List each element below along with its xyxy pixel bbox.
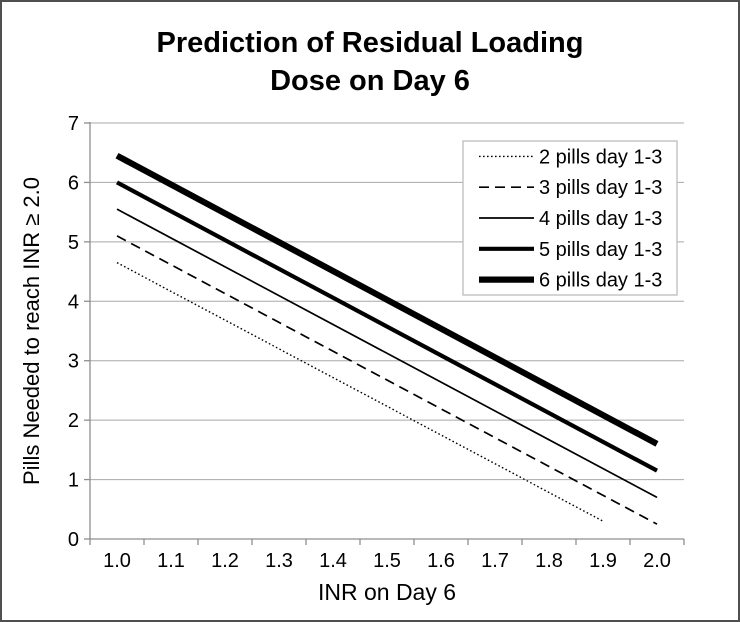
chart-title: Prediction of Residual Loading Dose on D…: [156, 27, 584, 97]
y-axis-title: Pills Needed to reach INR ≥ 2.0: [19, 177, 44, 485]
series-line-5-pills: [116, 180, 658, 473]
x-tick-label: 1.9: [589, 550, 617, 572]
x-tick-label: 2.0: [643, 550, 671, 572]
y-tick-label: 1: [68, 470, 79, 492]
y-tick-label: 7: [68, 113, 79, 135]
legend-label: 5 pills day 1-3: [539, 239, 662, 261]
series-line-3-pills: [116, 235, 658, 525]
legend-label: 3 pills day 1-3: [539, 177, 662, 199]
y-tick-label: 2: [68, 410, 79, 432]
y-tick-label: 4: [68, 291, 79, 313]
x-tick-label: 1.5: [373, 550, 401, 572]
y-tick-label: 6: [68, 172, 79, 194]
legend-label: 2 pills day 1-3: [539, 146, 662, 168]
legend-label: 4 pills day 1-3: [539, 208, 662, 230]
x-axis-title: INR on Day 6: [317, 579, 457, 605]
x-tick-label: 1.1: [157, 550, 185, 572]
x-tick-label: 1.6: [427, 550, 455, 572]
y-tick-label: 0: [68, 529, 79, 551]
x-tick-label: 1.0: [103, 550, 131, 572]
x-tick-label: 1.2: [211, 550, 239, 572]
legend-label: 6 pills day 1-3: [539, 270, 662, 292]
series-line-6-pills: [115, 152, 659, 447]
x-tick-label: 1.7: [481, 550, 509, 572]
x-tick-label: 1.3: [265, 550, 293, 572]
y-tick-label: 3: [68, 351, 79, 373]
x-tick-label: 1.4: [319, 550, 347, 572]
series-line-4-pills: [116, 208, 658, 499]
y-tick-label: 5: [68, 232, 79, 254]
x-tick-label: 1.8: [535, 550, 563, 572]
